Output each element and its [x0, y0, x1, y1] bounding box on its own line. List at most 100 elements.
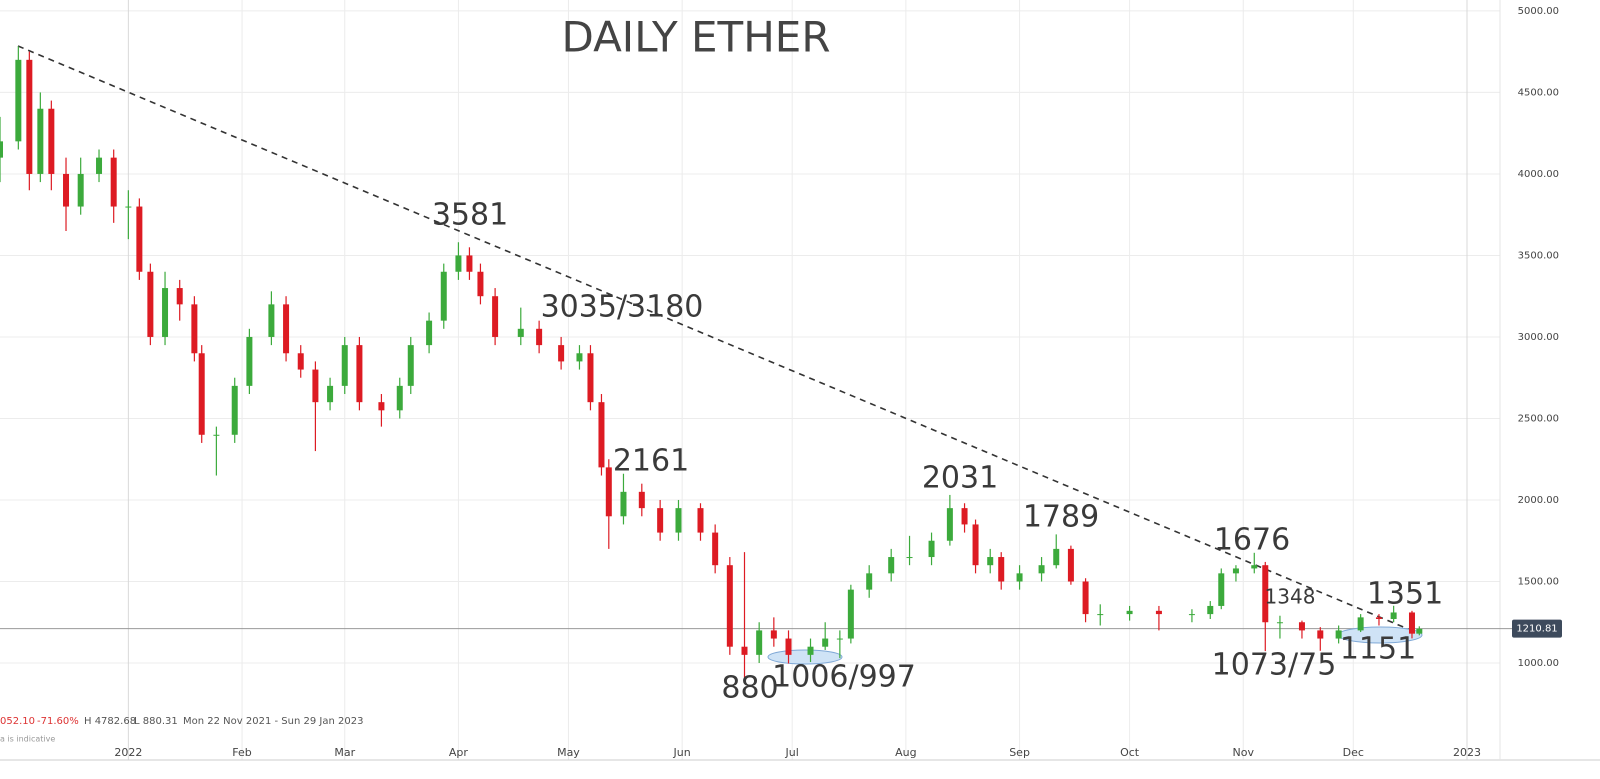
annotation: 1351 [1367, 577, 1443, 612]
candle-body [426, 320, 433, 346]
candle-body [48, 108, 55, 174]
candle-body [1207, 605, 1214, 615]
annotation: 3035/3180 [541, 290, 704, 325]
x-tick-label: Aug [895, 746, 916, 759]
candle-body [231, 385, 238, 435]
candle-body [15, 59, 22, 142]
x-tick-label: Jun [673, 746, 691, 759]
chart-title: DAILY ETHER [561, 13, 830, 62]
candle-body [1262, 565, 1269, 623]
annotation: 1348 [1265, 585, 1316, 609]
candle-body [378, 402, 385, 411]
x-tick-label: Sep [1009, 746, 1030, 759]
candle-body [246, 336, 253, 386]
candle-body [396, 385, 403, 411]
candle-body [807, 646, 814, 655]
candle-body [1155, 610, 1162, 615]
candle-body [1188, 614, 1195, 616]
candle-body [147, 271, 154, 337]
candle-body [906, 557, 913, 559]
candle-body [785, 638, 792, 655]
candle-body [327, 385, 334, 403]
x-tick-label: Apr [449, 746, 469, 759]
last-price-box [1512, 619, 1562, 638]
candle-body [1097, 614, 1104, 616]
candle-body [1335, 630, 1342, 639]
candle-body [37, 108, 44, 174]
x-tick-label: Oct [1120, 746, 1140, 759]
candle-body [1416, 628, 1423, 634]
candle-body [26, 59, 33, 174]
candle-body [847, 589, 854, 639]
y-tick-label: 3000.00 [1518, 332, 1559, 343]
candle-body [1375, 617, 1382, 619]
last-price-label: 1210.81 [1516, 624, 1557, 635]
candle-body [675, 508, 682, 533]
candle-body [1126, 610, 1133, 615]
candle-body [836, 638, 843, 640]
annotation: 1006/997 [772, 660, 916, 695]
y-tick-label: 2500.00 [1518, 413, 1559, 424]
candle-body [213, 434, 220, 436]
info-note: a is indicative [0, 735, 55, 744]
candle-body [987, 557, 994, 566]
candle-body [756, 630, 763, 655]
grid: 1000.00 1500.00 2000.00 2500.00 3000.00 3500.… [0, 0, 1600, 761]
candle-body [1357, 617, 1364, 631]
y-tick-label: 1000.00 [1518, 658, 1559, 669]
candle-body [466, 255, 473, 272]
x-tick-label: May [557, 746, 580, 759]
annotation: 2161 [613, 444, 689, 479]
y-tick-label: 3500.00 [1518, 250, 1559, 261]
candle-body [477, 271, 484, 297]
candle-body [741, 646, 748, 655]
candle-body [63, 173, 70, 207]
annotations: 3581 3035/3180 2161 2031 1789 1676 1348 1351 880… [432, 198, 1443, 706]
candle-body [77, 173, 84, 207]
candle-body [312, 369, 319, 403]
candle-body [198, 353, 205, 435]
x-tick-label: Dec [1343, 746, 1364, 759]
candle-body [407, 345, 414, 386]
candle-body [576, 353, 583, 362]
y-tick-label: 4000.00 [1518, 169, 1559, 180]
candle-body [1317, 630, 1324, 639]
candle-body [1038, 565, 1045, 574]
candle-body [191, 304, 198, 354]
candle-body [176, 288, 183, 305]
candle-body [587, 353, 594, 403]
candle-body [1218, 573, 1225, 606]
x-tick-label: Nov [1233, 746, 1255, 759]
candle-body [341, 345, 348, 386]
candle-body [440, 271, 447, 321]
candle-body [1390, 612, 1397, 619]
candle-body [770, 630, 777, 639]
info-high: H 4782.68 [84, 716, 136, 727]
candle-body [455, 255, 462, 272]
x-tick-label: 2023 [1453, 746, 1481, 759]
candle-body [1298, 622, 1305, 631]
x-tick-label: Feb [232, 746, 251, 759]
candle-body [162, 288, 169, 337]
candle-body [1408, 612, 1415, 634]
x-tick-label: Mar [334, 746, 355, 759]
y-tick-label: 2000.00 [1518, 495, 1559, 506]
candle-body [888, 557, 895, 574]
candle-body [1016, 573, 1023, 582]
candle-body [283, 304, 290, 354]
candle-body [492, 296, 499, 337]
info-change: -71.60% [37, 716, 79, 727]
candle-body [110, 157, 117, 207]
candle-body [866, 573, 873, 590]
candle-body [1251, 565, 1258, 569]
candle-body [536, 328, 543, 346]
candle-body [998, 557, 1005, 582]
annotation: 1676 [1214, 523, 1290, 558]
candle-body [638, 491, 645, 509]
x-tick-label: Jul [785, 746, 799, 759]
annotation: 2031 [922, 461, 998, 496]
candle-body [517, 328, 524, 337]
candle-body [972, 524, 979, 566]
candle-body [268, 304, 275, 337]
